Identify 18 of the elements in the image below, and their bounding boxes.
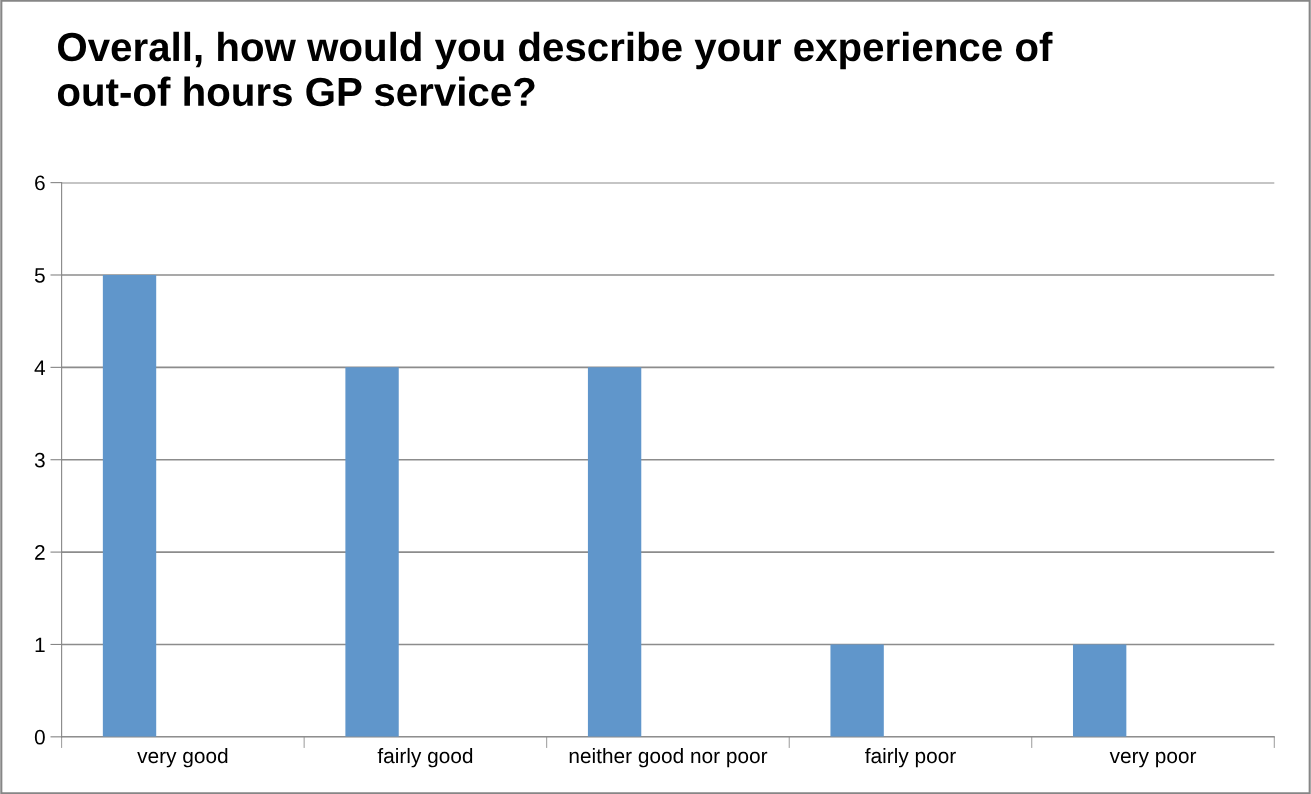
y-tick-label: 6	[35, 175, 45, 191]
x-tick-label: very poor	[1109, 751, 1197, 768]
x-tick-label: fairly good	[377, 747, 473, 768]
bar	[830, 644, 884, 737]
y-tick-label: 3	[34, 452, 45, 468]
bar	[1072, 644, 1127, 737]
y-tick-label: 4	[34, 360, 46, 375]
x-tick-label: fairly poor	[865, 747, 956, 768]
y-tick-label: 0	[34, 729, 45, 745]
bar	[345, 367, 399, 737]
y-tick-label: 1	[35, 637, 45, 653]
y-tick-label: 5	[34, 268, 45, 283]
bar	[587, 367, 642, 737]
chart-title: Overall, how would you describe your experience of out-of hours GP service?	[57, 31, 1053, 107]
bar	[102, 274, 157, 737]
y-tick-label: 2	[35, 545, 45, 560]
x-tick-label: neither good nor poor	[569, 747, 768, 768]
x-tick-label: very good	[137, 747, 228, 768]
